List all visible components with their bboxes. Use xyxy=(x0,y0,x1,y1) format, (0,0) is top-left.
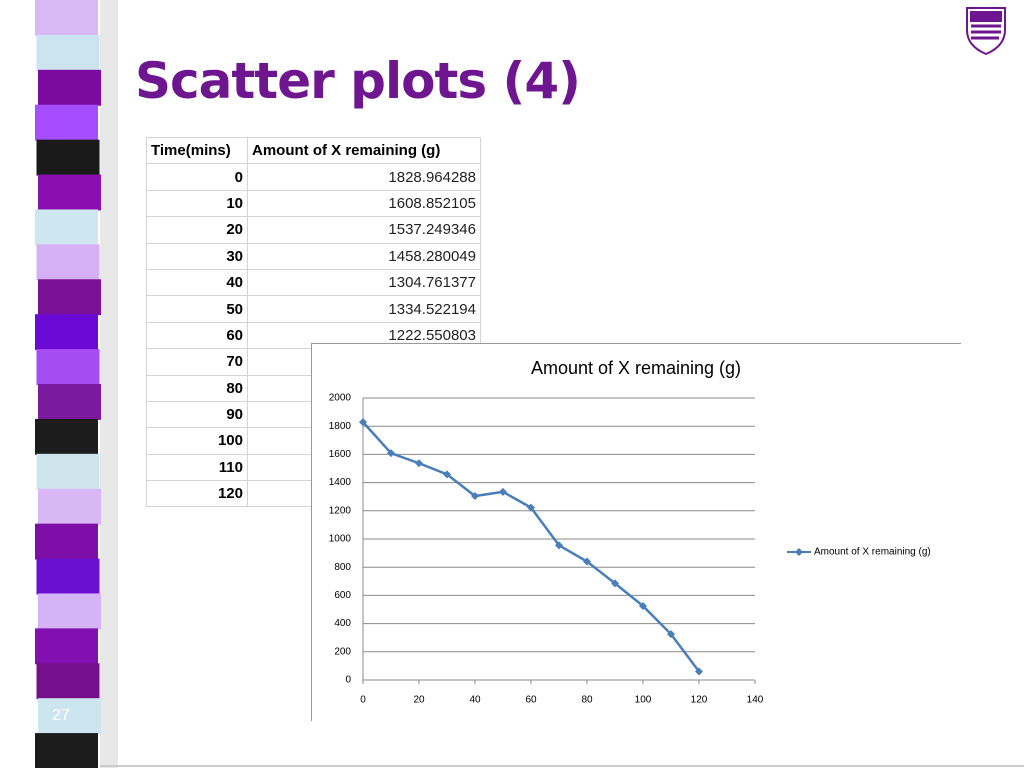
table-row: 20 1537.249346 xyxy=(146,216,481,244)
strip-shadow xyxy=(100,0,118,768)
y-tick-label: 1800 xyxy=(329,421,352,432)
table-cell: 1828.964288 xyxy=(247,163,481,191)
x-tick-label: 20 xyxy=(413,695,425,706)
slide-title: Scatter plots (4) xyxy=(135,52,581,110)
table-cell: 90 xyxy=(146,400,248,429)
table-row: 0 1828.964288 xyxy=(146,163,481,191)
table-row: 60 1222.550803 xyxy=(146,321,481,350)
stripe xyxy=(35,104,98,141)
header-cell: Time(mins) xyxy=(146,136,248,165)
stripe xyxy=(36,349,100,385)
legend-label: Amount of X remaining (g) xyxy=(814,547,931,558)
stripe xyxy=(36,34,100,71)
x-tick-label: 140 xyxy=(747,695,764,706)
stripe xyxy=(38,279,101,316)
table-cell: 1458.280049 xyxy=(247,242,481,270)
x-tick-label: 60 xyxy=(525,695,537,706)
table-cell: 70 xyxy=(146,348,248,376)
chart-title: Amount of X remaining (g) xyxy=(531,358,741,378)
y-tick-label: 0 xyxy=(345,675,351,686)
table-cell: 120 xyxy=(146,480,248,508)
table-cell: 40 xyxy=(146,268,248,297)
data-point xyxy=(471,492,479,501)
data-point xyxy=(359,418,367,427)
stripe xyxy=(36,244,100,281)
y-tick-label: 1200 xyxy=(329,505,352,516)
page-number: 27 xyxy=(52,707,70,724)
stripe xyxy=(36,139,100,176)
y-tick-label: 200 xyxy=(334,646,351,657)
logo xyxy=(966,7,1006,56)
stripe xyxy=(38,698,101,735)
stripe xyxy=(35,733,98,768)
table-row: 40 1304.761377 xyxy=(146,268,481,297)
data-point xyxy=(695,667,703,676)
x-tick-label: 0 xyxy=(360,695,366,706)
legend-marker xyxy=(795,548,803,556)
header-cell: Amount of X remaining (g) xyxy=(247,136,481,165)
chart: Amount of X remaining (g) 02004006008001… xyxy=(311,343,961,721)
data-point xyxy=(639,601,647,610)
stripe xyxy=(38,69,101,106)
stripe xyxy=(35,0,98,36)
table-cell: 1608.852105 xyxy=(247,189,481,218)
data-point xyxy=(387,449,395,458)
data-point xyxy=(667,630,675,639)
table-cell: 0 xyxy=(146,163,248,191)
stripe xyxy=(35,523,98,560)
chart-frame xyxy=(311,343,961,721)
table-cell: 80 xyxy=(146,374,248,402)
data-point xyxy=(583,557,591,566)
y-tick-label: 600 xyxy=(334,590,351,601)
table-cell: 10 xyxy=(146,189,248,218)
y-tick-label: 1400 xyxy=(329,477,352,488)
y-tick-label: 400 xyxy=(334,618,351,629)
stripe xyxy=(38,488,101,525)
stripe xyxy=(35,628,98,665)
data-point xyxy=(499,487,507,496)
x-tick-label: 40 xyxy=(469,695,481,706)
table-cell: 50 xyxy=(146,295,248,323)
table-header: Time(mins) Amount of X remaining (g) xyxy=(146,136,481,165)
table-cell: 30 xyxy=(146,242,248,270)
x-tick-label: 120 xyxy=(691,695,708,706)
data-point xyxy=(555,541,563,550)
table-cell: 60 xyxy=(146,321,248,350)
stripes xyxy=(35,0,101,768)
table-cell: 100 xyxy=(146,427,248,455)
x-tick-label: 100 xyxy=(635,695,652,706)
data-point xyxy=(443,470,451,479)
stripe xyxy=(38,593,101,630)
table-cell: 1334.522194 xyxy=(247,295,481,323)
stripe xyxy=(36,558,100,595)
stripe xyxy=(35,314,98,351)
x-tick-label: 80 xyxy=(581,695,593,706)
data-point xyxy=(415,459,423,468)
y-tick-label: 800 xyxy=(334,562,351,573)
table-row: 10 1608.852105 xyxy=(146,189,481,218)
stripe xyxy=(36,453,100,490)
table-cell: 1537.249346 xyxy=(247,216,481,244)
table-cell: 110 xyxy=(146,453,248,482)
data-point xyxy=(527,503,535,512)
table-cell: 20 xyxy=(146,216,248,244)
y-tick-label: 1000 xyxy=(329,534,352,545)
table-row: 50 1334.522194 xyxy=(146,295,481,323)
stripe xyxy=(35,418,98,455)
stripe xyxy=(38,384,101,420)
table-cell: 1304.761377 xyxy=(247,268,481,297)
y-tick-label: 2000 xyxy=(329,393,352,404)
stripe xyxy=(38,174,101,211)
table-row: 30 1458.280049 xyxy=(146,242,481,270)
data-point xyxy=(611,579,619,588)
y-tick-label: 1600 xyxy=(329,449,352,460)
stripe xyxy=(36,663,100,700)
stripe xyxy=(35,209,98,246)
